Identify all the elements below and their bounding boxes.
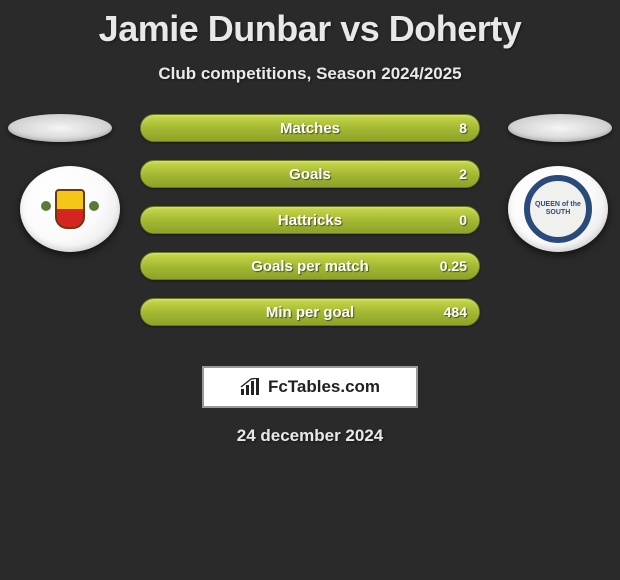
stat-right-value: 484 — [444, 304, 467, 320]
snapshot-date: 24 december 2024 — [0, 426, 620, 446]
player-slot-right — [508, 114, 612, 142]
club-crest-right: QUEEN of the SOUTH — [508, 166, 608, 252]
stat-label: Matches — [280, 120, 340, 137]
bar-chart-icon — [240, 378, 262, 396]
stat-right-value: 0 — [459, 212, 467, 228]
stat-bars: Matches 8 Goals 2 Hattricks 0 Goals per … — [140, 114, 480, 326]
stat-label: Goals per match — [251, 258, 369, 275]
attribution-box[interactable]: FcTables.com — [202, 366, 418, 408]
attribution-text: FcTables.com — [268, 377, 380, 397]
stat-label: Min per goal — [266, 304, 354, 321]
stat-row-goals-per-match: Goals per match 0.25 — [140, 252, 480, 280]
stat-right-value: 8 — [459, 120, 467, 136]
page-title: Jamie Dunbar vs Doherty — [0, 0, 620, 50]
stat-row-min-per-goal: Min per goal 484 — [140, 298, 480, 326]
queen-of-the-south-badge: QUEEN of the SOUTH — [524, 175, 592, 243]
stat-right-value: 2 — [459, 166, 467, 182]
club-crest-left — [20, 166, 120, 252]
stat-row-matches: Matches 8 — [140, 114, 480, 142]
club-right-short: QUEEN of the SOUTH — [530, 201, 586, 216]
annan-athletic-badge — [40, 179, 100, 239]
stat-label: Hattricks — [278, 212, 342, 229]
stat-row-hattricks: Hattricks 0 — [140, 206, 480, 234]
player-slot-left — [8, 114, 112, 142]
comparison-panel: QUEEN of the SOUTH Matches 8 Goals 2 Hat… — [0, 114, 620, 354]
subtitle: Club competitions, Season 2024/2025 — [0, 64, 620, 84]
stat-label: Goals — [289, 166, 331, 183]
stat-right-value: 0.25 — [440, 258, 467, 274]
stat-row-goals: Goals 2 — [140, 160, 480, 188]
